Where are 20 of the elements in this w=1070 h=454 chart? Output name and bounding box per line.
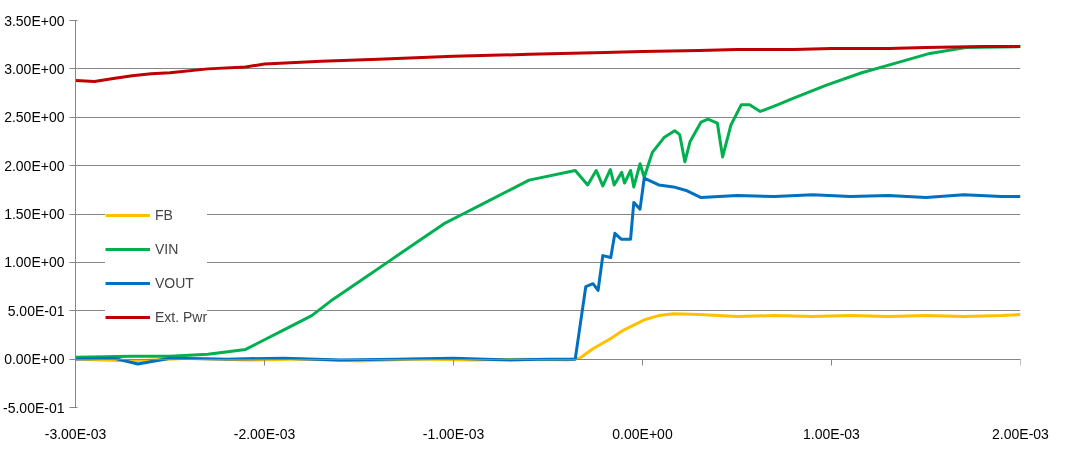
y-tick-label: 2.00E+00 <box>4 157 65 174</box>
x-tick-label: -3.00E-03 <box>44 425 107 442</box>
y-tick-label: -5.00E-01 <box>3 399 65 416</box>
x-tick-label: 0.00E+00 <box>612 425 673 442</box>
x-tick-label: 1.00E-03 <box>803 425 861 442</box>
legend-label: VIN <box>155 241 179 257</box>
x-tick-label: -2.00E-03 <box>233 425 296 442</box>
y-tick-label: 0.00E+00 <box>4 351 65 368</box>
y-tick-label: 3.50E+00 <box>4 12 65 29</box>
legend-label: Ext. Pwr <box>155 309 208 325</box>
y-tick-label: 3.00E+00 <box>4 60 65 77</box>
y-tick-label: 1.00E+00 <box>4 254 65 271</box>
line-series <box>75 45 1021 83</box>
y-tick-label: 5.00E-01 <box>7 302 65 319</box>
y-tick-label: 2.50E+00 <box>4 109 65 126</box>
x-tick-label: -1.00E-03 <box>422 425 485 442</box>
y-tick-label: 1.50E+00 <box>4 206 65 222</box>
legend-label: FB <box>155 207 174 223</box>
x-tick-label: 2.00E-03 <box>992 425 1050 442</box>
legend-label: VOUT <box>155 275 194 291</box>
